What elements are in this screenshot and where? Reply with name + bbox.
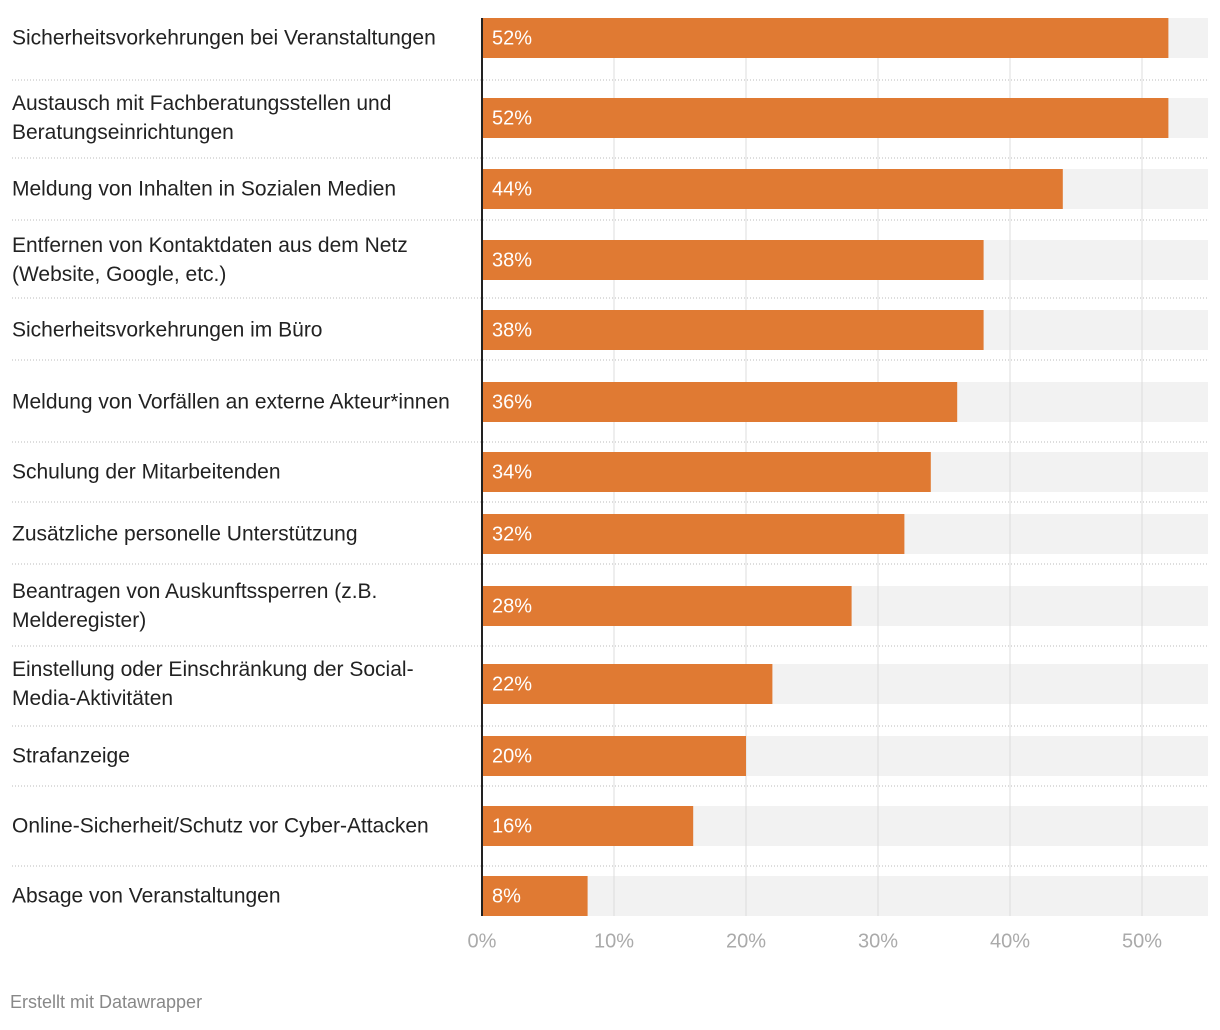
x-tick-label: 40% — [990, 930, 1030, 952]
x-tick-label: 20% — [726, 930, 766, 952]
bar — [482, 876, 588, 916]
value-label: 44% — [492, 178, 532, 200]
category-label: Entfernen von Kontaktdaten aus dem Netz … — [12, 234, 408, 286]
value-label: 16% — [492, 815, 532, 837]
bar — [482, 514, 905, 554]
bar — [482, 310, 984, 350]
category-label: Austausch mit Fachberatungsstellen und B… — [12, 92, 392, 144]
value-label: 8% — [492, 885, 521, 907]
value-label: 36% — [492, 391, 532, 413]
bar — [482, 736, 746, 776]
category-label: Online-Sicherheit/Schutz vor Cyber-Attac… — [12, 814, 429, 838]
bar — [482, 806, 694, 846]
bar — [482, 18, 1169, 58]
x-tick-label: 50% — [1122, 930, 1162, 952]
bar — [482, 382, 958, 422]
value-label: 34% — [492, 461, 532, 483]
category-label: Strafanzeige — [12, 744, 130, 768]
bar-background — [482, 876, 1208, 916]
value-label: 20% — [492, 745, 532, 767]
category-label: Schulung der Mitarbeitenden — [12, 460, 281, 484]
value-label: 52% — [492, 27, 532, 49]
bar — [482, 664, 773, 704]
bar — [482, 452, 931, 492]
value-label: 22% — [492, 673, 532, 695]
category-label: Sicherheitsvorkehrungen im Büro — [12, 318, 323, 342]
bar — [482, 240, 984, 280]
bar — [482, 586, 852, 626]
category-label: Einstellung oder Einschränkung der Socia… — [12, 658, 414, 710]
value-label: 38% — [492, 319, 532, 341]
value-label: 52% — [492, 107, 532, 129]
category-label: Meldung von Vorfällen an externe Akteur*… — [12, 390, 450, 414]
value-label: 38% — [492, 249, 532, 271]
value-label: 32% — [492, 523, 532, 545]
bar — [482, 98, 1169, 138]
category-label: Meldung von Inhalten in Sozialen Medien — [12, 177, 397, 201]
x-tick-label: 30% — [858, 930, 898, 952]
category-label: Sicherheitsvorkehrungen bei Veranstaltun… — [12, 26, 436, 50]
x-tick-label: 10% — [594, 930, 634, 952]
value-label: 28% — [492, 595, 532, 617]
x-tick-label: 0% — [468, 930, 497, 952]
category-label: Absage von Veranstaltungen — [12, 884, 281, 908]
category-label: Beantragen von Auskunftssperren (z.B. Me… — [12, 580, 378, 632]
footer: Erstellt mit Datawrapper — [10, 992, 203, 1012]
category-label: Zusätzliche personelle Unterstützung — [12, 522, 358, 546]
bar — [482, 169, 1063, 209]
